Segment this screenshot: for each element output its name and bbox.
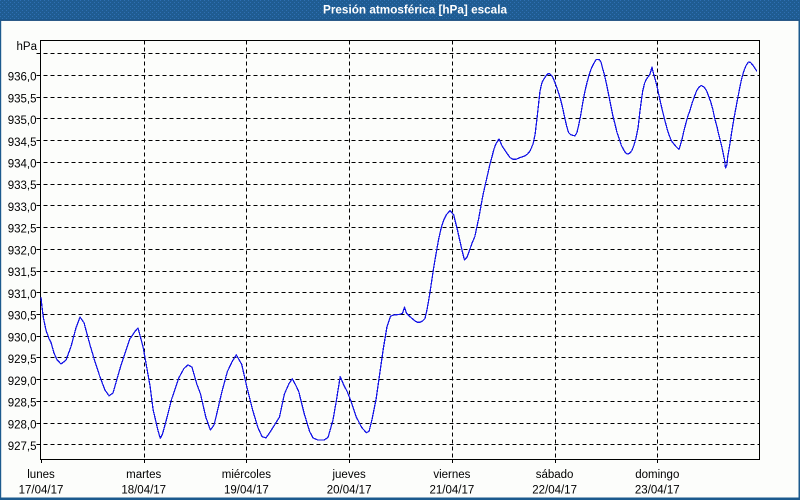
svg-text:936,0: 936,0 [8,72,37,84]
svg-text:933,5: 933,5 [8,180,37,192]
svg-text:19/04/17: 19/04/17 [224,485,269,497]
svg-text:sábado: sábado [536,469,574,481]
svg-text:lunes: lunes [27,469,55,481]
svg-text:viernes: viernes [433,469,470,481]
svg-text:20/04/17: 20/04/17 [327,485,372,497]
svg-text:21/04/17: 21/04/17 [430,485,475,497]
svg-text:23/04/17: 23/04/17 [635,485,680,497]
svg-text:domingo: domingo [635,469,679,481]
svg-text:931,5: 931,5 [8,267,37,279]
svg-text:932,5: 932,5 [8,224,37,236]
svg-text:Presión atmosférica [hPa] esca: Presión atmosférica [hPa] escala [323,3,507,17]
svg-text:935,0: 935,0 [8,115,37,127]
svg-text:17/04/17: 17/04/17 [19,485,64,497]
svg-text:931,0: 931,0 [8,289,37,301]
svg-text:miércoles: miércoles [222,469,271,481]
svg-text:932,0: 932,0 [8,245,37,257]
svg-text:930,0: 930,0 [8,332,37,344]
svg-text:18/04/17: 18/04/17 [121,485,166,497]
svg-text:martes: martes [126,469,161,481]
svg-text:929,0: 929,0 [8,376,37,388]
svg-text:930,5: 930,5 [8,311,37,323]
svg-text:929,5: 929,5 [8,354,37,366]
svg-text:928,5: 928,5 [8,398,37,410]
svg-text:hPa: hPa [17,41,38,53]
svg-text:934,0: 934,0 [8,159,37,171]
svg-text:jueves: jueves [331,469,365,481]
svg-text:927,5: 927,5 [8,441,37,453]
svg-text:22/04/17: 22/04/17 [532,485,577,497]
svg-text:935,5: 935,5 [8,93,37,105]
svg-text:933,0: 933,0 [8,202,37,214]
svg-text:928,0: 928,0 [8,419,37,431]
svg-text:934,5: 934,5 [8,137,37,149]
